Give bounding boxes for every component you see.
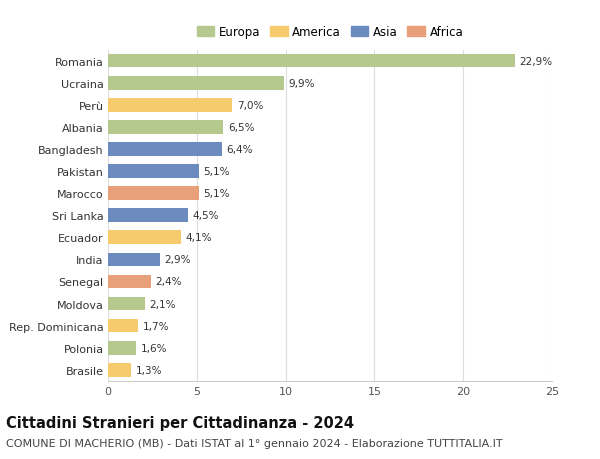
Bar <box>108 297 145 311</box>
Bar <box>108 143 221 157</box>
Bar <box>108 231 181 245</box>
Bar <box>108 121 223 134</box>
Text: 6,5%: 6,5% <box>228 123 254 133</box>
Text: 7,0%: 7,0% <box>237 101 263 111</box>
Text: 1,7%: 1,7% <box>143 321 169 331</box>
Bar <box>108 165 199 179</box>
Text: 1,6%: 1,6% <box>141 343 167 353</box>
Text: 4,1%: 4,1% <box>185 233 212 243</box>
Text: 5,1%: 5,1% <box>203 167 230 177</box>
Text: 2,9%: 2,9% <box>164 255 190 265</box>
Bar <box>108 77 284 90</box>
Bar <box>108 187 199 201</box>
Text: 9,9%: 9,9% <box>288 78 315 89</box>
Legend: Europa, America, Asia, Africa: Europa, America, Asia, Africa <box>194 23 466 41</box>
Bar <box>108 253 160 267</box>
Text: 4,5%: 4,5% <box>193 211 219 221</box>
Bar <box>108 319 138 333</box>
Text: 5,1%: 5,1% <box>203 189 230 199</box>
Bar <box>108 55 515 68</box>
Text: 1,3%: 1,3% <box>136 365 162 375</box>
Bar <box>108 99 232 112</box>
Text: 2,4%: 2,4% <box>155 277 182 287</box>
Text: 6,4%: 6,4% <box>226 145 253 155</box>
Bar <box>108 209 188 223</box>
Text: 22,9%: 22,9% <box>519 56 552 67</box>
Text: COMUNE DI MACHERIO (MB) - Dati ISTAT al 1° gennaio 2024 - Elaborazione TUTTITALI: COMUNE DI MACHERIO (MB) - Dati ISTAT al … <box>6 438 503 448</box>
Bar <box>108 341 136 355</box>
Bar <box>108 363 131 377</box>
Text: Cittadini Stranieri per Cittadinanza - 2024: Cittadini Stranieri per Cittadinanza - 2… <box>6 415 354 431</box>
Bar <box>108 275 151 289</box>
Text: 2,1%: 2,1% <box>150 299 176 309</box>
